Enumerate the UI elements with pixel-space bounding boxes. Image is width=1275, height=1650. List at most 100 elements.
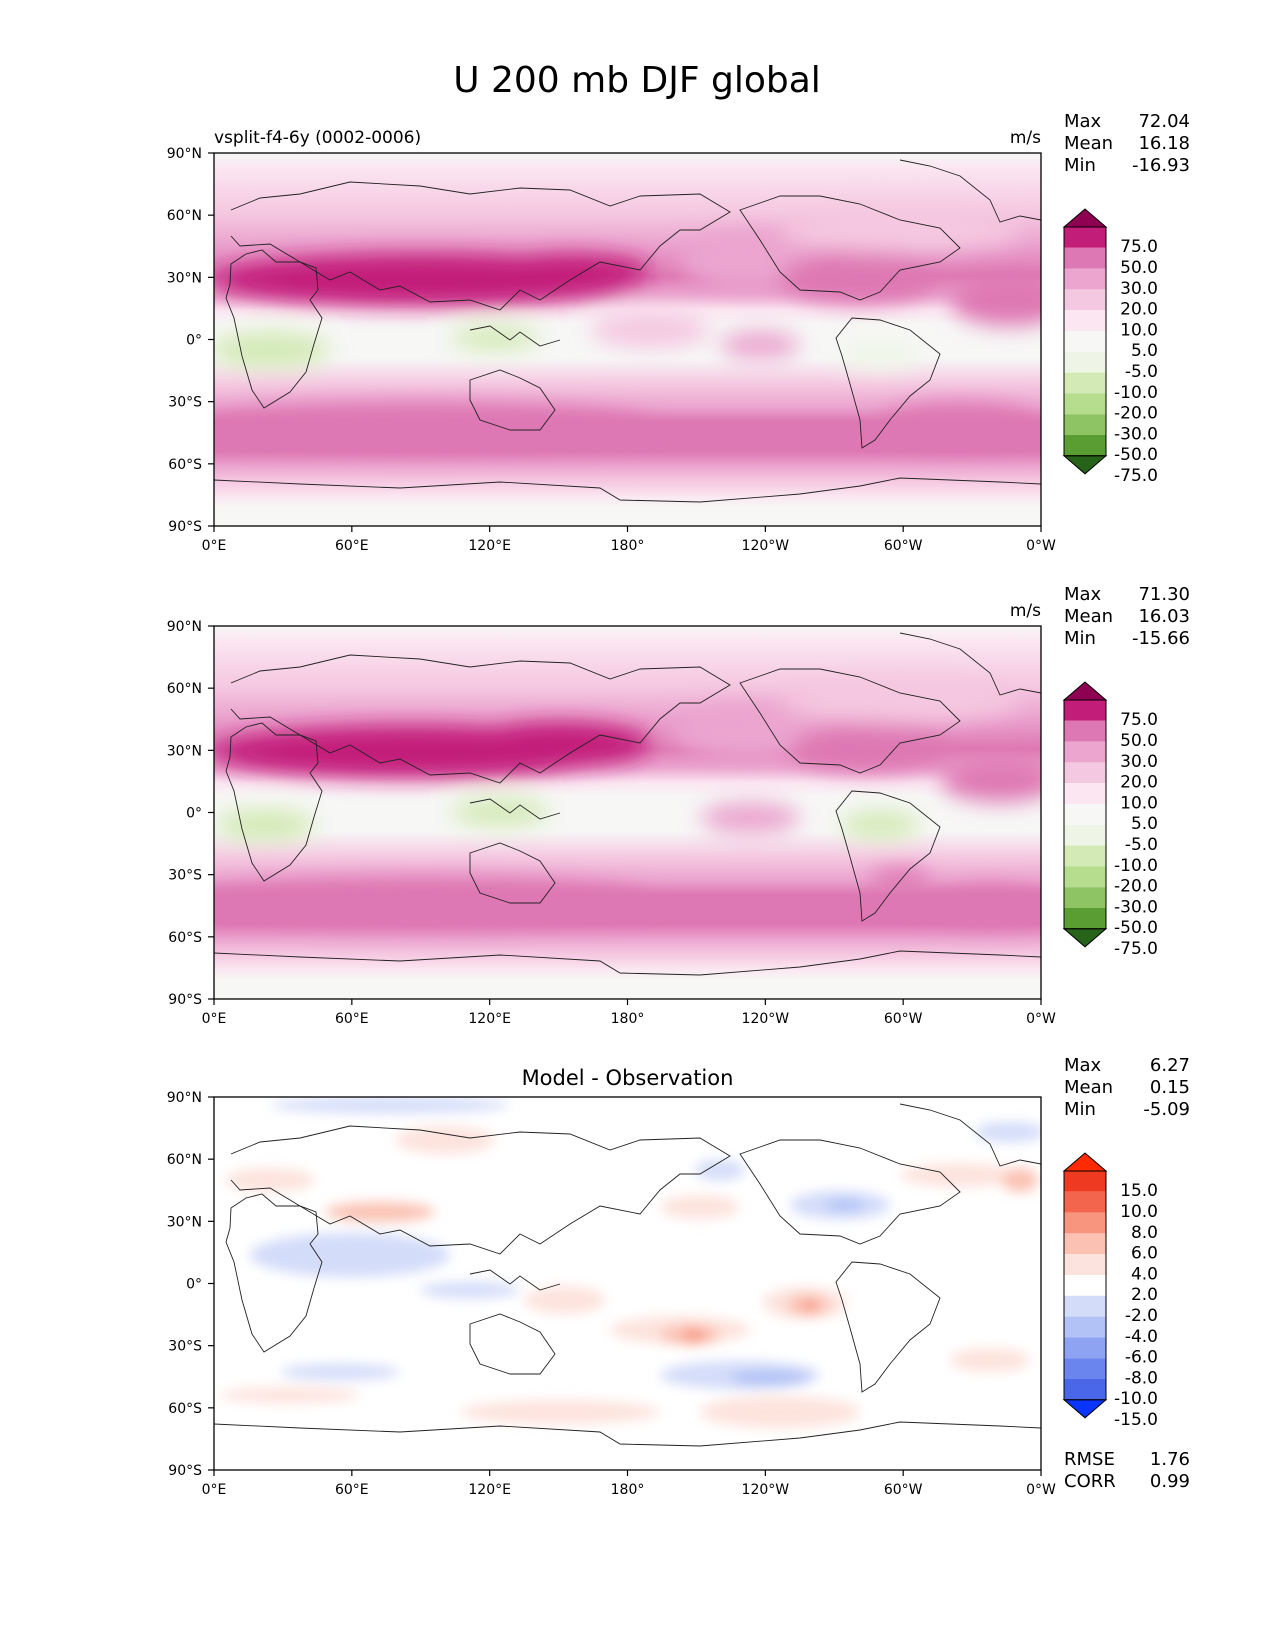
test-y-tick-label: 90°N bbox=[167, 146, 202, 162]
reference-stat-value-max: 71.30 bbox=[1138, 584, 1190, 605]
test-colorbar-label: -10.0 bbox=[1114, 383, 1158, 403]
test-colorbar-label: 10.0 bbox=[1120, 320, 1158, 340]
difference-x-tick-label: 60°W bbox=[884, 1482, 923, 1498]
difference-colorbar-label: -10.0 bbox=[1114, 1389, 1158, 1409]
reference-colorbar-label: 20.0 bbox=[1120, 773, 1158, 793]
difference-center-title: Model - Observation bbox=[522, 1066, 734, 1090]
test-y-tick-label: 0° bbox=[186, 333, 202, 349]
difference-stat-label-max: Max bbox=[1064, 1055, 1102, 1076]
reference-colorbar-label: 75.0 bbox=[1120, 710, 1158, 730]
difference-colorbar-segment bbox=[1064, 1191, 1106, 1213]
difference-colorbar-segment bbox=[1064, 1171, 1106, 1192]
difference-colorbar-extend-top bbox=[1062, 1152, 1108, 1172]
test-stat-value-min: -16.93 bbox=[1132, 155, 1190, 176]
reference-y-tick-label: 0° bbox=[186, 806, 202, 822]
test-x-tick-label: 180° bbox=[611, 538, 645, 554]
difference-colorbar-segment bbox=[1064, 1316, 1106, 1338]
test-stat-label-min: Min bbox=[1064, 155, 1096, 176]
test-colorbar-label: -5.0 bbox=[1125, 362, 1158, 382]
reference-units-label: m/s bbox=[1010, 601, 1041, 621]
reference-colorbar-segment bbox=[1064, 762, 1106, 784]
difference-colorbar-label: 6.0 bbox=[1131, 1244, 1158, 1264]
test-colorbar-segment bbox=[1064, 351, 1106, 373]
reference-stat-value-mean: 16.03 bbox=[1138, 606, 1190, 627]
test-colorbar-label: 75.0 bbox=[1120, 237, 1158, 257]
difference-x-tick-label: 180° bbox=[611, 1482, 645, 1498]
test-colorbar-segment bbox=[1064, 247, 1106, 269]
difference-stat-value-corr: 0.99 bbox=[1150, 1471, 1190, 1492]
difference-colorbar-label: -4.0 bbox=[1125, 1327, 1158, 1347]
reference-colorbar-label: 10.0 bbox=[1120, 793, 1158, 813]
difference-x-tick-label: 0°W bbox=[1026, 1482, 1056, 1498]
reference-colorbar-segment bbox=[1064, 804, 1106, 825]
reference-colorbar-label: -10.0 bbox=[1114, 856, 1158, 876]
reference-x-tick-label: 60°W bbox=[884, 1011, 923, 1027]
reference-x-tick-label: 180° bbox=[611, 1011, 645, 1027]
test-colorbar-segment bbox=[1064, 310, 1106, 331]
panel-test bbox=[213, 152, 1042, 527]
test-colorbar-extend-top bbox=[1062, 208, 1108, 228]
test-x-tick-label: 60°E bbox=[335, 538, 369, 554]
reference-colorbar-segment bbox=[1064, 824, 1106, 846]
test-colorbar-segment bbox=[1064, 331, 1106, 352]
difference-stat-value-rmse: 1.76 bbox=[1150, 1449, 1190, 1470]
map-field-difference bbox=[214, 1097, 1041, 1470]
test-colorbar-label: -50.0 bbox=[1114, 445, 1158, 465]
map-field-test bbox=[214, 153, 1041, 526]
difference-y-tick-label: 30°S bbox=[168, 1339, 202, 1355]
reference-x-tick-label: 0°W bbox=[1026, 1011, 1056, 1027]
test-stat-label-max: Max bbox=[1064, 111, 1102, 132]
difference-stat-label-min: Min bbox=[1064, 1099, 1096, 1120]
test-colorbar-extend-bottom bbox=[1062, 455, 1108, 475]
reference-x-tick-label: 120°W bbox=[742, 1011, 790, 1027]
difference-stat-value-max: 6.27 bbox=[1150, 1055, 1190, 1076]
difference-colorbar-segment bbox=[1064, 1254, 1106, 1275]
test-x-tick-label: 120°E bbox=[468, 538, 511, 554]
difference-colorbar-label: -15.0 bbox=[1114, 1410, 1158, 1430]
reference-x-tick-label: 60°E bbox=[335, 1011, 369, 1027]
difference-stat-label-rmse: RMSE bbox=[1064, 1449, 1115, 1470]
difference-colorbar-frame bbox=[1063, 1170, 1107, 1401]
test-colorbar-segment bbox=[1064, 268, 1106, 290]
difference-colorbar-extend-bottom bbox=[1062, 1399, 1108, 1419]
test-y-tick-label: 90°S bbox=[168, 519, 202, 535]
panel-reference bbox=[213, 625, 1042, 1000]
reference-colorbar-segment bbox=[1064, 908, 1106, 929]
reference-colorbar-segment bbox=[1064, 866, 1106, 888]
reference-colorbar-label: -20.0 bbox=[1114, 877, 1158, 897]
test-colorbar-label: 20.0 bbox=[1120, 300, 1158, 320]
test-colorbar-segment bbox=[1064, 393, 1106, 415]
difference-x-tick-label: 0°E bbox=[202, 1482, 227, 1498]
test-colorbar-label: 5.0 bbox=[1131, 341, 1158, 361]
difference-colorbar-segment bbox=[1064, 1337, 1106, 1359]
test-stat-label-mean: Mean bbox=[1064, 133, 1113, 154]
difference-colorbar-label: 2.0 bbox=[1131, 1285, 1158, 1305]
difference-y-tick-label: 0° bbox=[186, 1277, 202, 1293]
reference-colorbar-segment bbox=[1064, 720, 1106, 742]
reference-colorbar-label: 5.0 bbox=[1131, 814, 1158, 834]
test-colorbar-segment bbox=[1064, 372, 1106, 394]
panel-difference bbox=[213, 1096, 1042, 1471]
difference-stat-label-corr: CORR bbox=[1064, 1471, 1116, 1492]
test-colorbar-segment bbox=[1064, 435, 1106, 456]
reference-colorbar-extend-top bbox=[1062, 681, 1108, 701]
reference-stat-label-min: Min bbox=[1064, 628, 1096, 649]
coastlines-difference bbox=[214, 1103, 1041, 1447]
test-colorbar-label: -20.0 bbox=[1114, 404, 1158, 424]
test-y-tick-label: 60°S bbox=[168, 457, 202, 473]
difference-colorbar-label: -8.0 bbox=[1125, 1368, 1158, 1388]
coastlines-reference bbox=[214, 632, 1041, 976]
reference-colorbar-label: 30.0 bbox=[1120, 752, 1158, 772]
difference-colorbar-segment bbox=[1064, 1358, 1106, 1379]
test-colorbar-segment bbox=[1064, 227, 1106, 248]
difference-x-tick-label: 60°E bbox=[335, 1482, 369, 1498]
difference-colorbar-segment bbox=[1064, 1233, 1106, 1255]
test-x-tick-label: 0°E bbox=[202, 538, 227, 554]
test-colorbar-segment bbox=[1064, 414, 1106, 435]
test-x-tick-label: 0°W bbox=[1026, 538, 1056, 554]
test-y-tick-label: 30°S bbox=[168, 395, 202, 411]
test-y-tick-label: 60°N bbox=[167, 208, 202, 224]
reference-y-tick-label: 90°S bbox=[168, 992, 202, 1008]
reference-colorbar-label: 50.0 bbox=[1120, 731, 1158, 751]
difference-stat-value-mean: 0.15 bbox=[1150, 1077, 1190, 1098]
